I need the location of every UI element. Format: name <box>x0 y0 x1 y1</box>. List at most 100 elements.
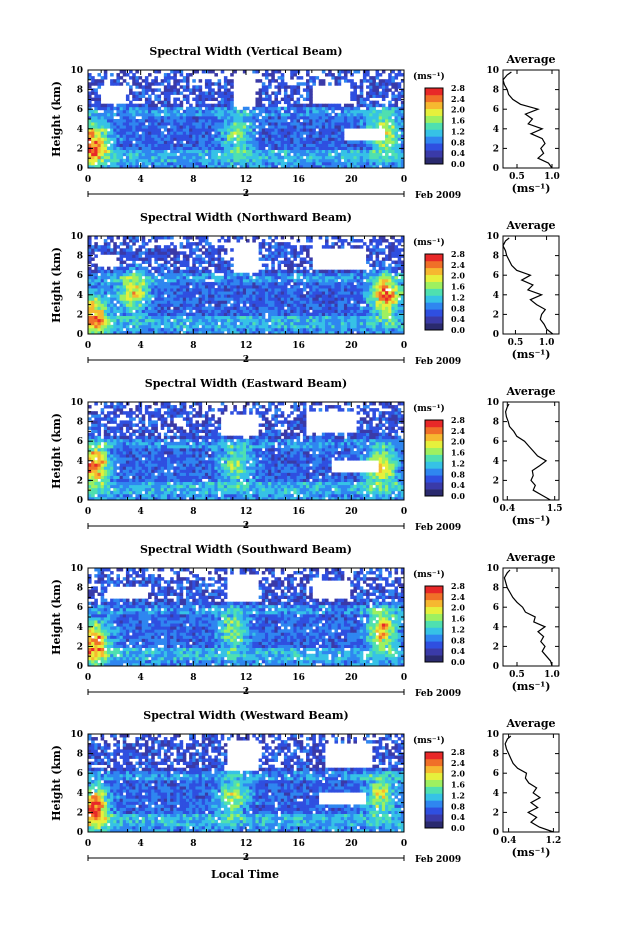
heatmap-cell <box>163 281 168 286</box>
heatmap-cell <box>94 312 98 317</box>
heatmap-cell <box>204 251 209 255</box>
heatmap-cell <box>160 134 165 138</box>
heatmap-cell <box>223 155 228 160</box>
heatmap-cell <box>97 330 102 335</box>
heatmap-cell <box>343 149 348 154</box>
heatmap-cell <box>283 88 288 92</box>
heatmap-cell <box>350 82 354 86</box>
heatmap-cell <box>211 260 215 264</box>
heatmap-cell <box>100 128 105 132</box>
heatmap-cell <box>88 152 92 157</box>
heatmap-cell <box>350 112 354 117</box>
heatmap-cell <box>397 263 402 268</box>
heatmap-cell <box>201 109 206 114</box>
heatmap-cell <box>119 103 124 108</box>
heatmap-cell <box>198 79 203 83</box>
heatmap-cell <box>227 82 231 86</box>
heatmap-cell <box>94 97 98 102</box>
heatmap-cell <box>321 306 326 310</box>
heatmap-cell <box>328 330 332 335</box>
heatmap-cell <box>173 272 177 277</box>
heatmap-cell <box>299 158 304 163</box>
heatmap-cell <box>135 254 139 258</box>
heatmap-cell <box>353 122 357 126</box>
heatmap-cell <box>173 134 177 138</box>
heatmap-cell <box>173 263 177 268</box>
heatmap-cell <box>91 251 95 255</box>
heatmap-cell <box>325 294 329 298</box>
heatmap-cell <box>309 76 313 80</box>
heatmap-cell <box>362 321 367 326</box>
heatmap-cell <box>258 119 263 123</box>
heatmap-cell <box>293 122 297 126</box>
heatmap-cell <box>312 152 316 157</box>
heatmap-cell <box>170 330 174 335</box>
heatmap-cell <box>271 128 275 132</box>
heatmap-cell <box>381 306 386 310</box>
heatmap-cell <box>350 122 354 126</box>
heatmap-cell <box>230 321 234 326</box>
heatmap-cell <box>113 164 117 169</box>
heatmap-cell <box>144 137 149 141</box>
heatmap-cell <box>274 70 278 74</box>
heatmap-cell <box>258 164 263 169</box>
heatmap-cell <box>214 112 218 117</box>
heatmap-cell <box>198 119 203 123</box>
heatmap-cell <box>372 115 376 120</box>
heatmap-cell <box>236 137 241 141</box>
heatmap-cell <box>258 303 263 307</box>
heatmap-cell <box>163 324 168 329</box>
heatmap-cell <box>214 158 218 163</box>
heatmap-cell <box>280 125 285 129</box>
heatmap-cell <box>261 152 266 157</box>
heatmap-cell <box>157 82 162 86</box>
heatmap-cell <box>252 158 256 163</box>
heatmap-cell <box>182 79 187 83</box>
heatmap-cell <box>378 309 383 313</box>
heatmap-cell <box>125 152 130 157</box>
heatmap-cell <box>366 309 370 313</box>
heatmap-cell <box>302 88 307 92</box>
heatmap-cell <box>385 79 389 83</box>
heatmap-cell <box>195 248 199 252</box>
heatmap-cell <box>173 103 177 108</box>
heatmap-cell <box>94 82 98 86</box>
heatmap-cell <box>261 269 266 274</box>
average-frame <box>502 69 560 169</box>
heatmap-cell <box>397 278 402 283</box>
heatmap-cell <box>328 131 332 135</box>
heatmap-cell <box>192 125 196 129</box>
heatmap-cell <box>227 119 231 123</box>
heatmap-cell <box>356 285 361 289</box>
heatmap-cell <box>135 137 139 141</box>
heatmap-cell <box>157 291 162 295</box>
heatmap-cell <box>381 303 386 307</box>
heatmap-cell <box>113 158 117 163</box>
heatmap-cell <box>182 281 187 286</box>
heatmap-cell <box>362 309 367 313</box>
heatmap-cell <box>170 125 174 129</box>
panel-title: Spectral Width (Northward Beam) <box>140 211 352 224</box>
heatmap-cell <box>287 294 291 298</box>
heatmap-cell <box>312 146 316 151</box>
heatmap-cell <box>385 321 389 326</box>
heatmap-cell <box>261 288 266 292</box>
heatmap-cell <box>246 300 250 304</box>
heatmap-cell <box>201 297 206 301</box>
heatmap-cell <box>88 260 92 264</box>
heatmap-cell <box>400 106 405 111</box>
heatmap-cell <box>372 297 376 301</box>
heatmap-cell <box>400 327 405 332</box>
heatmap-cell <box>97 149 102 154</box>
heatmap-cell <box>217 140 222 144</box>
heatmap-cell <box>116 155 120 160</box>
heatmap-cell <box>287 103 291 108</box>
heatmap-cell <box>106 146 111 151</box>
heatmap-cell <box>302 112 307 117</box>
heatmap-cell <box>362 109 367 114</box>
heatmap-cell <box>214 122 218 126</box>
heatmap-cell <box>163 330 168 335</box>
heatmap-cell <box>287 306 291 310</box>
heatmap-cell <box>255 106 260 111</box>
heatmap-cell <box>163 318 168 323</box>
